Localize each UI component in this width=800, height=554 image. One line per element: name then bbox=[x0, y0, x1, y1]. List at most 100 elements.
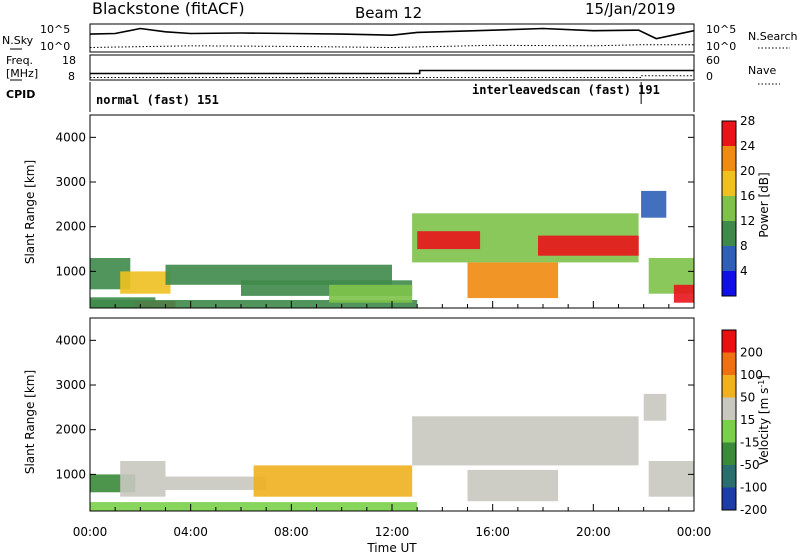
power-colorbar-tick-0: 4 bbox=[740, 264, 748, 278]
heatmap-region-2 bbox=[120, 461, 166, 497]
power-colorbar-swatch-0 bbox=[722, 121, 736, 146]
heatmap-region-14 bbox=[673, 284, 694, 303]
power-ytick-label-1: 2000 bbox=[55, 220, 86, 234]
heatmap-region-5 bbox=[165, 264, 392, 285]
x-tick-label-2: 08:00 bbox=[274, 525, 309, 539]
date-label: 15/Jan/2019 bbox=[585, 0, 676, 18]
heatmap-region-8 bbox=[648, 461, 694, 497]
power-colorbar-tick-1: 8 bbox=[740, 239, 748, 253]
power-colorbar-frame bbox=[721, 120, 737, 297]
heatmap-region-4 bbox=[120, 271, 171, 294]
freq-tick-right-top: 60 bbox=[706, 54, 720, 67]
heatmap-region-11 bbox=[538, 235, 639, 256]
heatmap-region-9 bbox=[417, 231, 481, 250]
cpid-program-1: normal (fast) 151 bbox=[96, 93, 219, 107]
power-colorbar-tick-5: 24 bbox=[740, 139, 755, 153]
freq-label-2: [MHz] bbox=[6, 67, 38, 80]
x-axis-label: Time UT bbox=[366, 541, 417, 554]
cpid-program-2: interleavedscan (fast) 191 bbox=[472, 83, 660, 97]
noise-tick-right-bottom: 10^0 bbox=[706, 40, 736, 53]
noise-tick-left-top: 10^5 bbox=[40, 23, 70, 36]
freq-label-1: Freq. bbox=[6, 54, 33, 67]
nave-label: Nave bbox=[748, 64, 776, 77]
x-tick-label-1: 04:00 bbox=[173, 525, 208, 539]
velocity-colorbar-swatch-2 bbox=[722, 375, 736, 398]
power-ylabel: Slant Range [km] bbox=[23, 160, 37, 264]
velocity-colorbar-tick-0: 200 bbox=[740, 346, 763, 360]
power-colorbar-label: Power [dB] bbox=[757, 172, 771, 237]
x-tick-labels: 00:00 04:00 08:00 12:00 16:00 20:00 00:00 bbox=[73, 525, 712, 539]
heatmap-region-10 bbox=[467, 262, 559, 299]
freq-panel-frame bbox=[89, 54, 695, 81]
velocity-colorbar-label: Velocity [m s-1] bbox=[757, 375, 772, 465]
velocity-ylabel: Slant Range [km] bbox=[23, 370, 37, 474]
power-colorbar-swatch-5 bbox=[722, 246, 736, 271]
power-y-ticks: 1000 2000 3000 4000 bbox=[55, 130, 694, 278]
velocity-colorbar-swatch-6 bbox=[722, 465, 736, 488]
velocity-colorbar-tick-7: -200 bbox=[740, 503, 767, 517]
heatmap-region-7 bbox=[329, 284, 413, 303]
power-colorbar-swatch-6 bbox=[722, 271, 736, 296]
velocity-ytick-label-0: 1000 bbox=[55, 467, 86, 481]
velocity-colorbar-swatch-0 bbox=[722, 330, 736, 353]
freq-series-line bbox=[90, 69, 694, 75]
velocity-colorbar-tick-2: 50 bbox=[740, 391, 755, 405]
power-colorbar-tick-4: 20 bbox=[740, 164, 755, 178]
heatmap-region-5 bbox=[412, 416, 639, 466]
power-x-ticks bbox=[89, 301, 695, 308]
heatmap-region-3 bbox=[165, 476, 267, 490]
velocity-heatmap bbox=[90, 393, 694, 511]
power-colorbar-swatch-1 bbox=[722, 146, 736, 171]
heatmap-region-4 bbox=[253, 465, 413, 497]
x-tick-label-6: 00:00 bbox=[677, 525, 712, 539]
power-panel: 1000 2000 3000 4000 bbox=[55, 114, 695, 309]
nsky-label: N.Sky bbox=[2, 34, 34, 47]
nsky-series-line bbox=[89, 27, 695, 40]
nave-series-line bbox=[90, 75, 694, 78]
heatmap-region-7 bbox=[643, 393, 667, 421]
heatmap-region-6 bbox=[467, 469, 559, 502]
power-heatmap bbox=[90, 190, 694, 308]
power-colorbar-tick-3: 16 bbox=[740, 189, 755, 203]
heatmap-region-2 bbox=[90, 300, 418, 308]
x-tick-label-0: 00:00 bbox=[73, 525, 108, 539]
velocity-colorbar-swatch-4 bbox=[722, 420, 736, 443]
nsearch-label: N.Search bbox=[748, 30, 798, 43]
velocity-colorbar-swatch-5 bbox=[722, 442, 736, 465]
x-tick-label-4: 16:00 bbox=[475, 525, 510, 539]
velocity-colorbar-swatch-3 bbox=[722, 397, 736, 420]
power-colorbar-swatch-2 bbox=[722, 171, 736, 196]
heatmap-region-0 bbox=[90, 502, 418, 511]
noise-tick-left-bottom: 10^0 bbox=[40, 40, 70, 53]
velocity-x-ticks bbox=[89, 504, 695, 511]
freq-tick-right-bottom: 0 bbox=[706, 70, 713, 83]
noise-tick-right-top: 10^5 bbox=[706, 23, 736, 36]
velocity-ytick-label-3: 4000 bbox=[55, 333, 86, 347]
velocity-colorbar-tick-5: -50 bbox=[740, 458, 760, 472]
velocity-colorbar-tick-6: -100 bbox=[740, 481, 767, 495]
power-colorbar: 4 8 12 16 20 24 28 bbox=[721, 114, 755, 297]
velocity-colorbar-swatch-7 bbox=[722, 487, 736, 510]
station-title: Blackstone (fitACF) bbox=[92, 0, 245, 18]
nsearch-series-line bbox=[89, 44, 694, 49]
velocity-colorbar-swatch-1 bbox=[722, 352, 736, 375]
cpid-label: CPID bbox=[6, 88, 35, 101]
x-tick-label-3: 12:00 bbox=[375, 525, 410, 539]
velocity-colorbar-tick-4: -15 bbox=[740, 436, 760, 450]
power-colorbar-swatch-3 bbox=[722, 196, 736, 221]
freq-tick-left-top: 18 bbox=[62, 54, 76, 67]
power-colorbar-swatch-4 bbox=[722, 221, 736, 246]
velocity-colorbar: 200 100 50 15 -15 -50 -100 -200 bbox=[721, 329, 767, 517]
velocity-panel: 1000 2000 3000 4000 bbox=[55, 317, 695, 512]
velocity-ytick-label-1: 2000 bbox=[55, 423, 86, 437]
velocity-colorbar-tick-3: 15 bbox=[740, 413, 755, 427]
power-colorbar-tick-2: 12 bbox=[740, 214, 755, 228]
heatmap-region-12 bbox=[641, 190, 667, 218]
freq-tick-left-bottom: 8 bbox=[68, 70, 75, 83]
velocity-colorbar-frame bbox=[721, 329, 737, 511]
power-ytick-label-0: 1000 bbox=[55, 264, 86, 278]
x-tick-label-5: 20:00 bbox=[576, 525, 611, 539]
velocity-ytick-label-2: 3000 bbox=[55, 378, 86, 392]
velocity-colorbar-tick-1: 100 bbox=[740, 368, 763, 382]
